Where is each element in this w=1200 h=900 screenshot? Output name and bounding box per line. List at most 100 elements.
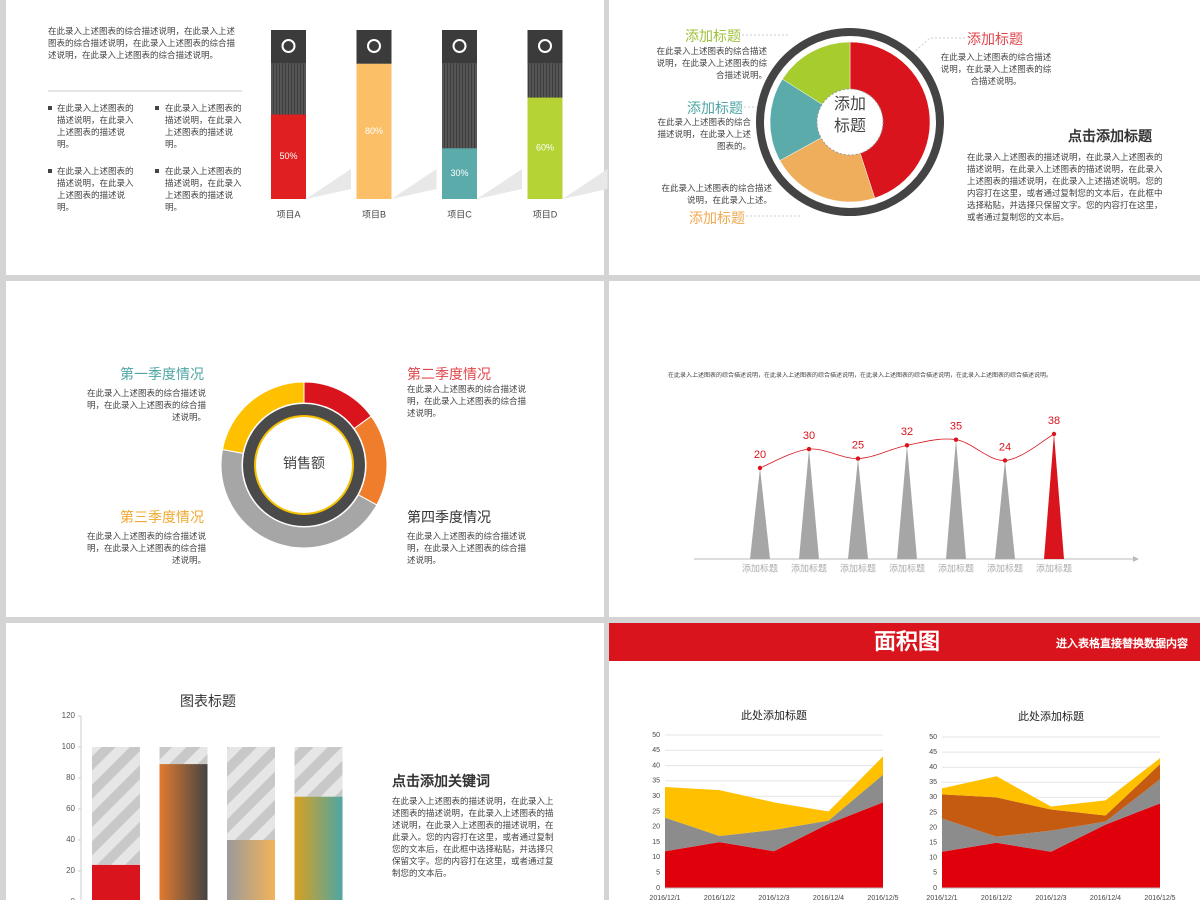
category-label: 添加标题 (742, 562, 778, 573)
pie-label: 添加标题 (689, 212, 745, 227)
header-subtitle: 进入表格直接替换数据内容 (1056, 636, 1188, 650)
category-label: 添加标题 (1036, 562, 1072, 573)
area (665, 774, 883, 852)
y-tick-label: 15 (652, 839, 660, 846)
donut-label: 第一季度情况 (120, 368, 204, 383)
bar-shadow (477, 169, 522, 199)
slide-text: 在此录入上述图表的描述说明，在此录入上述图表的描述说明，在此录入上述图表的描述说… (392, 796, 554, 878)
axis-arrow (1133, 556, 1139, 562)
pie-label: 添加标题 (685, 30, 741, 45)
area (942, 779, 1160, 852)
pie-text: 在此录入上述图表的综合描述说明，在此录入上述图表的。 (657, 117, 751, 151)
category-label: 项目B (362, 209, 386, 219)
y-tick-label: 0 (933, 885, 937, 892)
y-tick-label: 25 (652, 808, 660, 815)
header-title: 面积图 (874, 629, 940, 654)
point (953, 437, 959, 442)
y-tick-label: 45 (652, 747, 660, 754)
donut-text: 在此录入上述图表的综合描述说明，在此录入上述图表的综合描述说明。 (407, 384, 527, 418)
area (665, 756, 883, 836)
triangle (848, 458, 868, 559)
y-tick-label: 5 (933, 870, 937, 877)
category-label: 项目D (533, 209, 558, 219)
bar (271, 114, 306, 199)
triangle (946, 439, 966, 559)
y-tick-label: 10 (652, 854, 660, 861)
category-label: 添加标题 (938, 562, 974, 573)
area (942, 758, 1160, 816)
chart-title: 此处添加标题 (1018, 709, 1084, 723)
pie-text: 在此录入上述图表的综合描述说明，在此录入上述。 (661, 183, 772, 205)
bullet-text: 在此录入上述图表的描述说明，在此录入上述图表的描述说明。 (165, 103, 242, 149)
y-tick-label: 120 (62, 711, 76, 720)
header-bar (609, 623, 1200, 661)
category-label: 添加标题 (840, 562, 876, 573)
donut-text: 在此录入上述图表的综合描述说明，在此录入上述图表的综合描述说明。 (407, 531, 527, 565)
bar-shadow (306, 169, 351, 199)
point (757, 465, 763, 471)
x-tick-label: 2016/12/2 (704, 895, 735, 900)
x-tick-label: 2016/12/3 (1035, 895, 1066, 900)
bullet (155, 169, 159, 173)
donut-label: 第二季度情况 (407, 368, 491, 383)
donut-label: 第三季度情况 (120, 511, 204, 526)
bar-cap (271, 30, 306, 63)
donut-center-label: 销售额 (283, 456, 325, 472)
bar (527, 97, 563, 199)
y-tick-label: 40 (66, 835, 75, 844)
y-tick-label: 0 (71, 897, 76, 900)
bullet-text: 在此录入上述图表的描述说明，在此录入上述图表的描述说明。 (57, 166, 134, 212)
y-tick-label: 50 (652, 732, 660, 739)
bullet (48, 169, 52, 173)
bar-segment (294, 747, 343, 797)
y-tick-label: 20 (66, 866, 75, 875)
x-tick-label: 2016/12/3 (758, 895, 789, 900)
donut-label: 第四季度情况 (407, 511, 491, 526)
bullet-text: 在此录入上述图表的描述说明，在此录入上述图表的描述说明。 (57, 103, 134, 149)
donut-text: 在此录入上述图表的综合描述说明，在此录入上述图表的综合描述说明。 (86, 388, 206, 422)
bullet-text: 在此录入上述图表的描述说明，在此录入上述图表的描述说明。 (165, 166, 242, 212)
y-tick-label: 0 (656, 885, 660, 892)
point (1002, 458, 1008, 463)
slide (609, 281, 1200, 617)
category-label: 项目C (447, 209, 472, 219)
y-tick-label: 25 (929, 809, 937, 816)
y-tick-label: 20 (652, 824, 660, 831)
y-tick-label: 20 (929, 824, 937, 831)
y-tick-label: 40 (929, 764, 937, 771)
bar-segment (159, 747, 208, 765)
y-tick-label: 30 (652, 793, 660, 800)
pie-label: 添加标题 (687, 102, 743, 117)
y-tick-label: 40 (652, 762, 660, 769)
bar-segment (92, 864, 140, 900)
slide-title: 点击添加标题 (1068, 128, 1152, 144)
chart-title: 图表标题 (180, 694, 236, 710)
category-label: 添加标题 (791, 562, 827, 573)
pie-text: 在此录入上述图表的综合描述说明，在此录入上述图表的综合描述说明。 (940, 52, 1052, 86)
y-tick-label: 80 (66, 773, 75, 782)
value-label: 50% (279, 151, 297, 161)
value-label: 35 (950, 421, 962, 433)
donut-center (254, 415, 354, 515)
value-label: 30 (803, 430, 815, 442)
slide-text: 在此录入上述图表的描述说明，在此录入上述图表的描述说明，在此录入上述图表的描述说… (967, 152, 1163, 222)
category-label: 项目A (276, 209, 300, 219)
point (806, 446, 812, 452)
y-tick-label: 45 (929, 749, 937, 756)
y-tick-label: 50 (929, 734, 937, 741)
pie-slice (849, 41, 931, 199)
triangle (750, 468, 770, 559)
bar (356, 63, 392, 199)
donut-segment (221, 381, 305, 454)
bar-cap (356, 30, 392, 63)
category-label: 添加标题 (889, 562, 925, 573)
bar-segment (227, 840, 275, 900)
triangle (1044, 434, 1064, 559)
bar-segment (92, 747, 140, 865)
bar-cap (527, 30, 563, 63)
x-tick-label: 2016/12/4 (813, 895, 844, 900)
value-label: 24 (999, 441, 1011, 453)
value-label: 25 (852, 439, 864, 451)
x-tick-label: 2016/12/4 (1090, 895, 1121, 900)
